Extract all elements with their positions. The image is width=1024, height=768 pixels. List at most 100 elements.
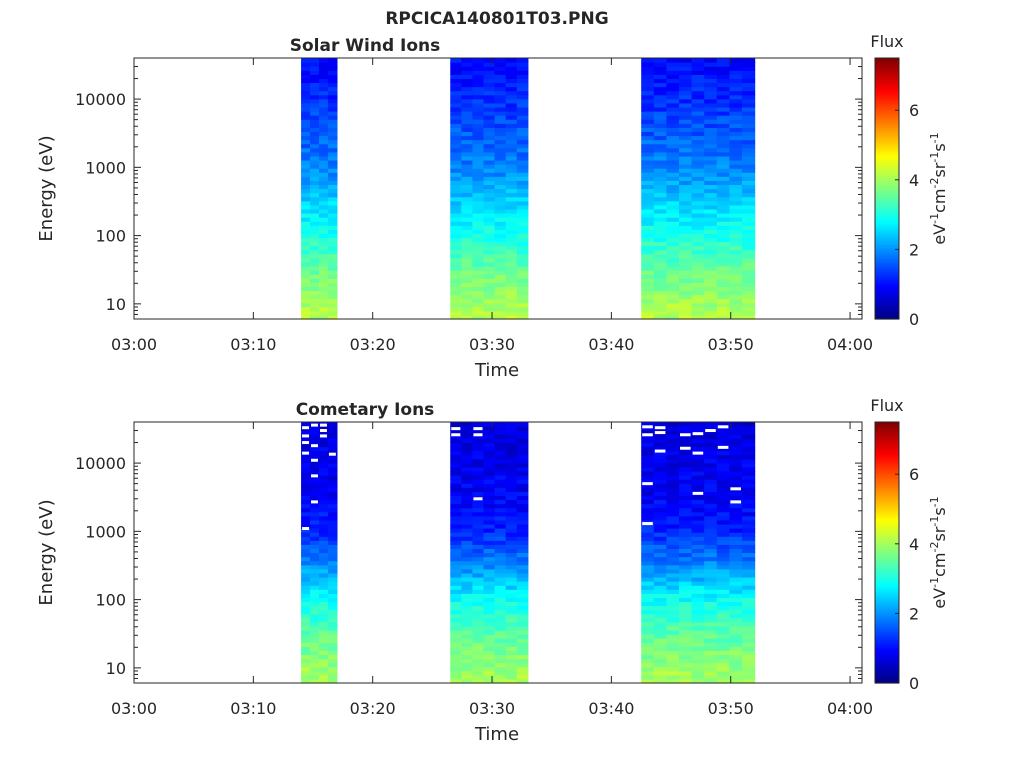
data-gap — [717, 445, 729, 449]
heatmap-cell — [716, 515, 730, 521]
heatmap-cell — [729, 650, 743, 656]
heatmap-cell — [691, 245, 705, 251]
heatmap-cell — [716, 519, 730, 525]
heatmap-cell — [666, 123, 680, 128]
colorbar-segment — [875, 118, 899, 122]
heatmap-cell — [310, 634, 320, 639]
heatmap-cell — [704, 646, 718, 651]
heatmap-cell — [666, 678, 680, 684]
heatmap-cell — [653, 658, 668, 664]
heatmap-cell — [691, 556, 705, 562]
heatmap-cell — [704, 446, 718, 452]
colorbar-segment — [875, 428, 899, 432]
colorbar-segment — [875, 615, 899, 619]
heatmap-cell — [741, 274, 756, 279]
heatmap-cell — [318, 298, 329, 304]
heatmap-cell — [461, 74, 474, 79]
heatmap-cell — [641, 422, 655, 427]
heatmap-cell — [716, 294, 730, 300]
heatmap-cell — [450, 245, 462, 251]
heatmap-cell — [472, 605, 485, 611]
heatmap-cell — [641, 568, 655, 574]
heatmap-cell — [327, 470, 338, 476]
heatmap-cell — [666, 66, 680, 71]
heatmap-cell — [318, 625, 329, 631]
heatmap-cell — [505, 241, 518, 247]
heatmap-cell — [516, 147, 529, 153]
heatmap-cell — [494, 556, 507, 562]
heatmap-cell — [641, 532, 655, 537]
heatmap-cell — [310, 94, 320, 100]
heatmap-cell — [301, 257, 311, 263]
heatmap-cell — [494, 462, 507, 468]
heatmap-cell — [691, 139, 705, 145]
heatmap-cell — [301, 127, 311, 133]
heatmap-cell — [729, 274, 743, 279]
heatmap-cell — [472, 66, 485, 71]
colorbar-segment — [875, 301, 899, 305]
heatmap-cell — [641, 237, 655, 243]
heatmap-cell — [327, 426, 338, 431]
heatmap-cell — [483, 229, 496, 234]
heatmap-cell — [741, 515, 756, 521]
heatmap-cell — [301, 597, 311, 603]
heatmap-cell — [327, 556, 338, 562]
heatmap-cell — [704, 654, 718, 660]
heatmap-cell — [483, 662, 496, 668]
heatmap-cell — [691, 102, 705, 108]
heatmap-cell — [666, 650, 680, 656]
heatmap-cell — [716, 270, 730, 275]
colorbar-segment — [875, 587, 899, 591]
heatmap-cell — [653, 78, 668, 84]
heatmap-cell — [653, 172, 668, 177]
heatmap-cell — [653, 605, 668, 611]
heatmap-cell — [691, 155, 705, 161]
heatmap-cell — [301, 241, 311, 247]
heatmap-cell — [505, 147, 518, 153]
heatmap-cell — [461, 155, 474, 161]
heatmap-cell — [741, 253, 756, 259]
heatmap-cell — [641, 670, 655, 676]
heatmap-cell — [472, 487, 485, 492]
colorbar-segment — [875, 145, 899, 148]
heatmap-cell — [301, 274, 311, 279]
heatmap-cell — [450, 286, 462, 292]
heatmap-cell — [494, 638, 507, 643]
heatmap-cell — [483, 576, 496, 582]
heatmap-cell — [716, 265, 730, 271]
heatmap-cell — [310, 119, 320, 124]
heatmap-cell — [691, 225, 705, 230]
heatmap-cell — [310, 629, 320, 635]
heatmap-cell — [327, 62, 338, 67]
heatmap-cell — [679, 119, 693, 124]
colorbar-segment — [875, 617, 899, 621]
heatmap-cell — [494, 499, 507, 505]
heatmap-cell — [461, 176, 474, 181]
heatmap-cell — [641, 90, 655, 96]
heatmap-cell — [461, 204, 474, 210]
heatmap-cell — [691, 466, 705, 472]
heatmap-cell — [505, 589, 518, 594]
colorbar-tick-label: 0 — [909, 674, 919, 693]
heatmap-cell — [472, 491, 485, 497]
heatmap-cell — [301, 155, 311, 161]
heatmap-cell — [505, 450, 518, 456]
heatmap-cell — [653, 164, 668, 169]
heatmap-cell — [679, 265, 693, 271]
heatmap-cell — [327, 572, 338, 578]
heatmap-cell — [741, 446, 756, 452]
heatmap-cell — [729, 674, 743, 680]
heatmap-cell — [653, 74, 668, 79]
heatmap-cell — [704, 442, 718, 448]
heatmap-cell — [679, 302, 693, 308]
heatmap-cell — [494, 572, 507, 578]
heatmap-cell — [318, 613, 329, 619]
heatmap-cell — [516, 540, 529, 545]
heatmap-cell — [641, 442, 655, 448]
heatmap-cell — [318, 662, 329, 668]
heatmap-cell — [641, 62, 655, 67]
heatmap-cell — [641, 94, 655, 100]
colorbar-segment — [875, 316, 899, 320]
colorbar-segment — [875, 68, 899, 72]
heatmap-cell — [327, 270, 338, 275]
